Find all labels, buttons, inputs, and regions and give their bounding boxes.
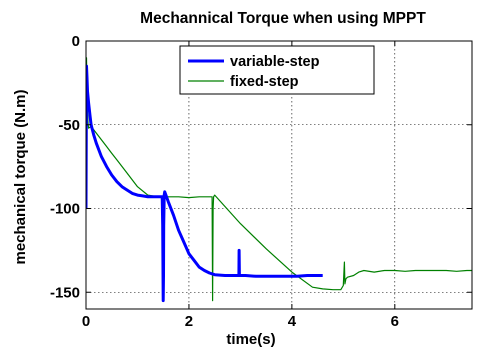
y-tick-label: -50 [58,117,80,134]
legend-label: fixed-step [230,74,299,90]
legend: variable-step fixed-step [179,45,375,95]
y-tick-label: -150 [50,284,80,301]
legend-box [179,45,375,95]
legend-label: variable-step [230,54,320,70]
y-tick-label: 0 [72,33,80,50]
x-tick-label: 0 [82,313,90,330]
y-tick-label: -100 [50,201,80,218]
y-axis-label: mechanical torque (N.m) [12,89,29,264]
x-axis-label: time(s) [226,331,275,348]
chart-title: Mechannical Torque when using MPPT [140,10,426,27]
plot-area [86,57,472,303]
series-line-variable-step [86,64,323,303]
x-tick-label: 6 [391,313,399,330]
x-tick-label: 4 [288,313,297,330]
tick-layer: 0 2 4 6 0 -50 -100 -150 [50,33,472,330]
axes-box [85,40,473,310]
series-line-fixed-step [86,57,472,302]
x-tick-label: 2 [185,313,193,330]
